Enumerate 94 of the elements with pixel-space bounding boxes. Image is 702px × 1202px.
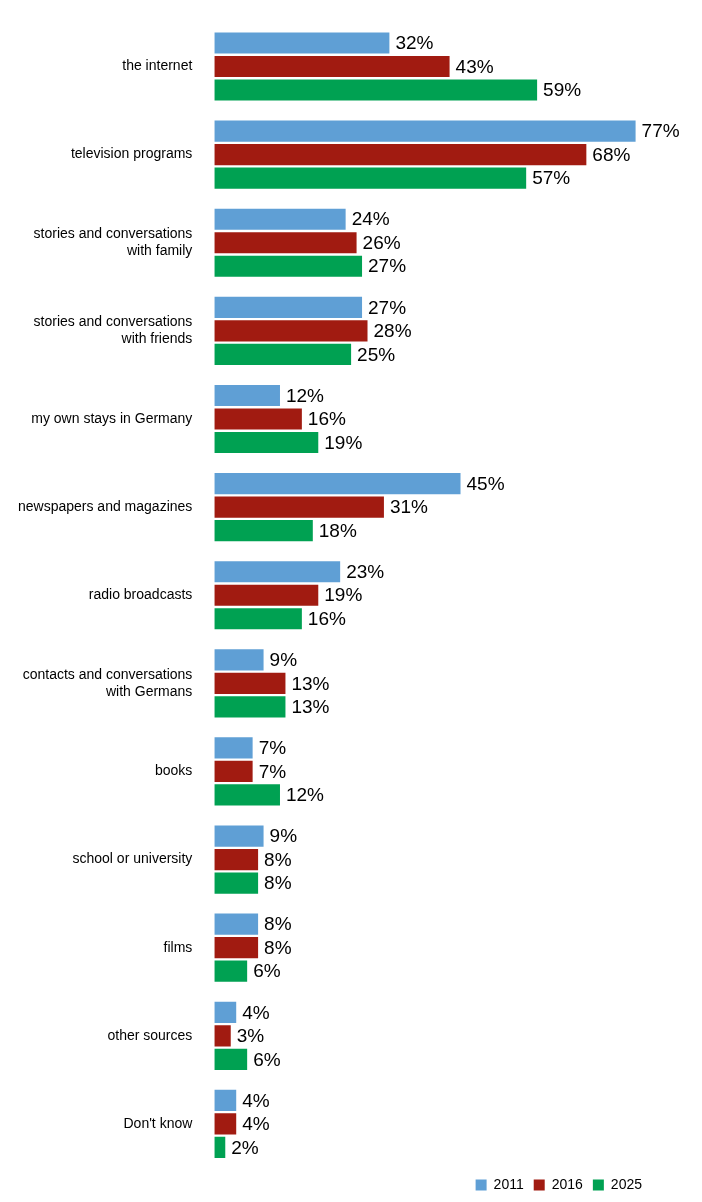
data-label: 2%	[231, 1136, 259, 1158]
data-label: 13%	[291, 672, 330, 694]
y-tick-label: television programs	[70, 145, 193, 162]
bar	[214, 144, 587, 166]
data-label: 19%	[324, 431, 363, 453]
bar	[214, 120, 636, 142]
bar	[214, 937, 259, 959]
bar	[214, 913, 259, 935]
bar	[214, 825, 264, 847]
bar	[214, 737, 253, 759]
data-label: 43%	[455, 55, 494, 77]
data-label: 24%	[351, 208, 390, 230]
bar	[214, 343, 352, 365]
bar	[214, 608, 302, 630]
data-label: 7%	[258, 760, 287, 782]
bar	[214, 496, 384, 518]
data-label: 68%	[592, 143, 631, 165]
bar	[214, 872, 259, 894]
bar	[214, 848, 259, 871]
bar	[214, 1001, 237, 1023]
data-label: 26%	[362, 231, 401, 253]
bar	[214, 1048, 248, 1070]
data-label: 45%	[466, 472, 505, 494]
data-label: 9%	[269, 825, 298, 847]
bar	[214, 79, 538, 101]
y-tick-label: newspapers and magazines	[17, 497, 193, 514]
bar	[214, 520, 313, 542]
bar	[214, 1025, 231, 1047]
legend-label: 2016	[551, 1175, 584, 1192]
bar	[214, 296, 363, 318]
data-label: 57%	[532, 167, 571, 189]
bar	[214, 696, 286, 718]
y-tick-label: stories and conversations with family	[33, 225, 193, 258]
data-label: 8%	[264, 848, 292, 870]
data-label: 19%	[324, 584, 363, 606]
data-label: 23%	[346, 560, 385, 582]
data-label: 8%	[264, 872, 292, 894]
bar	[214, 167, 527, 189]
data-label: 8%	[264, 936, 292, 958]
data-label: 77%	[641, 120, 680, 142]
data-label: 31%	[389, 496, 429, 518]
data-label: 27%	[368, 255, 407, 277]
data-label: 59%	[543, 79, 582, 101]
bar	[214, 1089, 237, 1112]
bar	[214, 1113, 237, 1135]
data-label: 4%	[242, 1001, 270, 1023]
bar	[214, 431, 319, 454]
bar	[214, 473, 461, 495]
bar	[214, 255, 363, 277]
y-tick-label: Don't know	[123, 1114, 194, 1131]
data-label: 25%	[357, 343, 396, 365]
y-tick-label: contacts and conversations with Germans	[22, 665, 193, 699]
data-label: 8%	[264, 913, 292, 935]
bar	[214, 320, 368, 342]
y-tick-label: other sources	[107, 1026, 193, 1043]
y-tick-label: films	[163, 938, 193, 955]
data-label: 4%	[242, 1089, 270, 1111]
bar	[214, 784, 280, 806]
y-tick-label: stories and conversations with friends	[33, 313, 193, 347]
bar	[214, 408, 302, 430]
bar	[214, 55, 450, 78]
y-tick-label: the internet	[122, 57, 193, 74]
data-label: 9%	[269, 649, 298, 671]
bar	[214, 672, 286, 694]
y-tick-label: school or university	[72, 850, 193, 867]
bar	[214, 32, 390, 54]
data-label: 28%	[373, 320, 412, 342]
legend-label: 2025	[610, 1175, 643, 1192]
data-label: 27%	[368, 296, 407, 318]
bar	[214, 208, 346, 230]
data-label: 13%	[291, 696, 330, 718]
data-label: 6%	[253, 960, 281, 982]
bar	[214, 760, 253, 783]
data-label: 32%	[395, 32, 434, 54]
data-label: 12%	[285, 384, 325, 406]
data-label: 16%	[307, 408, 346, 430]
data-label: 12%	[285, 784, 325, 806]
data-label: 18%	[318, 519, 357, 541]
y-tick-label: radio broadcasts	[88, 586, 193, 603]
data-label: 3%	[236, 1025, 265, 1047]
data-label: 16%	[307, 607, 346, 629]
y-tick-label: books	[154, 762, 193, 779]
bar	[214, 960, 248, 982]
bar	[214, 384, 280, 407]
data-label: 4%	[242, 1113, 270, 1135]
legend-label: 2011	[493, 1175, 524, 1192]
bar	[214, 649, 264, 671]
bar	[214, 584, 319, 606]
bar	[214, 561, 341, 583]
bar	[214, 232, 357, 254]
y-tick-label: my own stays in Germany	[31, 409, 193, 426]
bar	[214, 1136, 226, 1159]
data-label: 7%	[258, 737, 287, 759]
data-label: 6%	[253, 1048, 281, 1070]
